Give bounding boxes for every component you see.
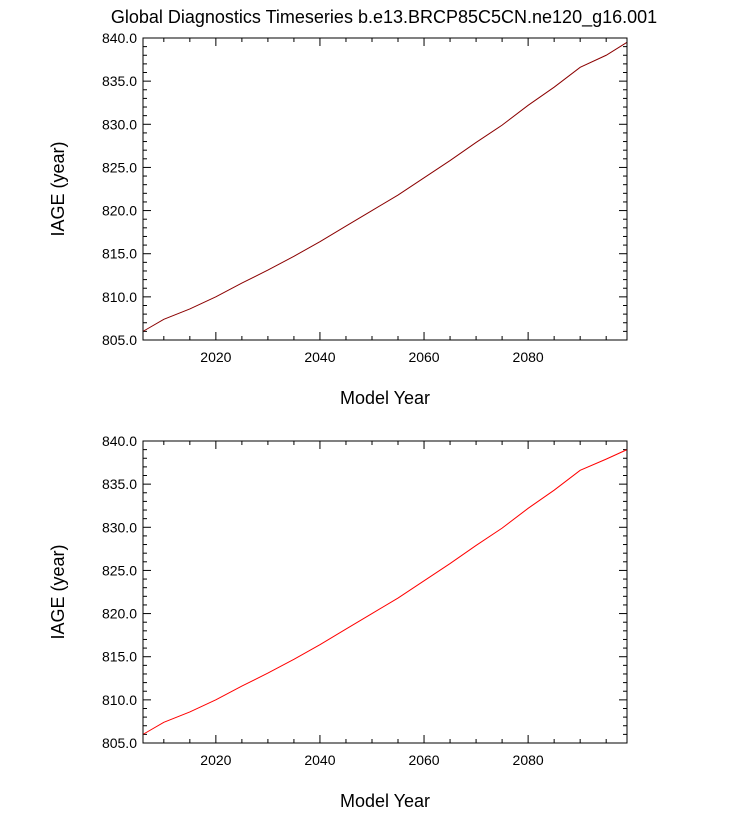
x-tick-label: 2020 [200,349,231,365]
y-tick-label: 825.0 [102,562,137,578]
y-axis-label: IAGE (year) [48,544,68,639]
x-tick-label: 2040 [304,752,335,768]
y-tick-label: 830.0 [102,519,137,535]
y-tick-label: 810.0 [102,692,137,708]
x-tick-label: 2080 [513,349,544,365]
y-tick-label: 835.0 [102,476,137,492]
x-tick-label: 2080 [513,752,544,768]
series-line [142,41,628,332]
y-tick-label: 840.0 [102,30,137,46]
y-tick-label: 815.0 [102,246,137,262]
y-tick-label: 820.0 [102,203,137,219]
plot-frame [142,440,628,744]
plot-frame [142,37,628,341]
y-tick-label: 805.0 [102,332,137,348]
y-tick-label: 810.0 [102,289,137,305]
y-tick-label: 820.0 [102,606,137,622]
bottom-panel: 2020 2040 2060 2080 805.0 810.0 815.0 820.0 825.… [48,433,628,811]
y-tick-label: 825.0 [102,159,137,175]
series-line [142,449,628,735]
x-tick-label: 2060 [408,752,439,768]
figure-title: Global Diagnostics Timeseries b.e13.BRCP… [111,7,657,28]
y-tick-label: 840.0 [102,433,137,449]
top-panel: 2020 2040 2060 2080 805.0 810.0 815.0 820.0 825.… [48,30,628,408]
x-axis-label: Model Year [340,791,430,811]
x-tick-label: 2040 [304,349,335,365]
x-tick-label: 2020 [200,752,231,768]
y-tick-label: 805.0 [102,735,137,751]
x-axis-label: Model Year [340,388,430,408]
x-tick-label: 2060 [408,349,439,365]
y-tick-label: 815.0 [102,649,137,665]
y-tick-label: 835.0 [102,73,137,89]
y-tick-label: 830.0 [102,116,137,132]
y-axis-label: IAGE (year) [48,141,68,236]
